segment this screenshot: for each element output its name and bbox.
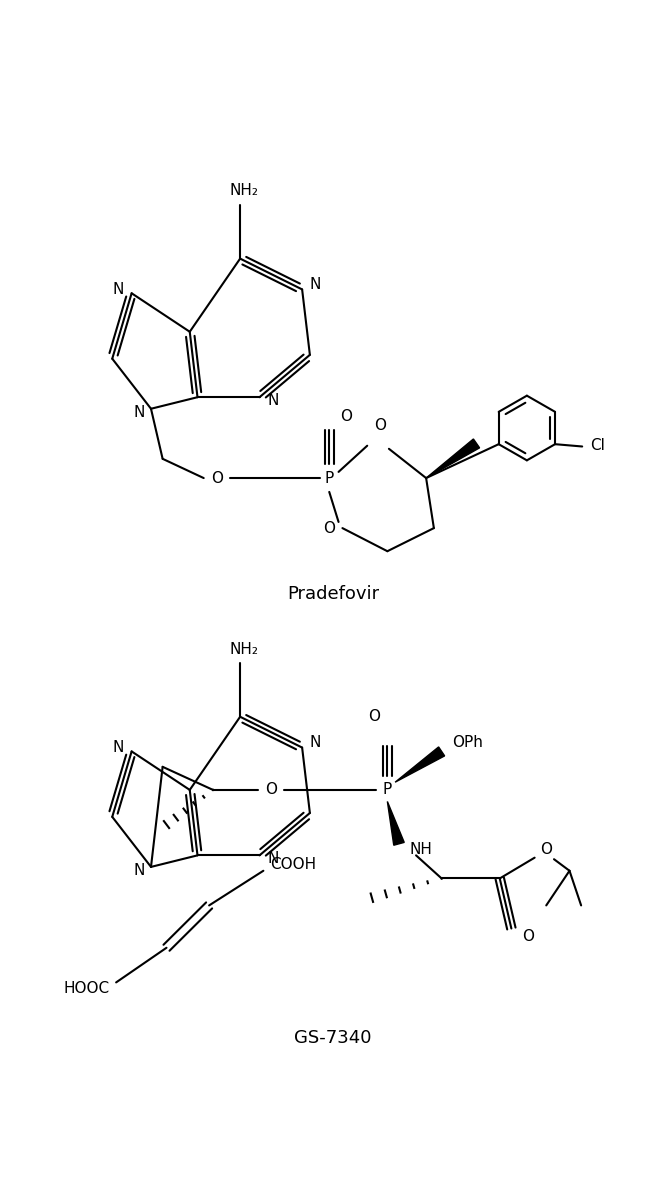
Text: NH₂: NH₂	[229, 641, 259, 657]
Text: O: O	[323, 520, 335, 536]
Polygon shape	[426, 439, 480, 478]
Text: N: N	[134, 405, 145, 420]
Text: O: O	[211, 470, 223, 486]
Text: Cl: Cl	[590, 438, 605, 453]
Text: P: P	[324, 470, 334, 486]
Text: NH₂: NH₂	[229, 183, 259, 198]
Text: HOOC: HOOC	[64, 981, 110, 996]
Text: COOH: COOH	[270, 857, 316, 872]
Text: P: P	[383, 783, 392, 797]
Text: O: O	[368, 710, 380, 724]
Text: N: N	[309, 277, 321, 291]
Text: NH: NH	[410, 843, 432, 857]
Text: Pradefovir: Pradefovir	[287, 585, 379, 603]
Text: O: O	[341, 409, 352, 424]
Text: N: N	[134, 863, 145, 878]
Polygon shape	[395, 747, 445, 782]
Text: N: N	[309, 735, 321, 749]
Text: O: O	[540, 843, 552, 857]
Text: O: O	[523, 929, 534, 944]
Text: GS-7340: GS-7340	[294, 1029, 372, 1047]
Text: O: O	[265, 783, 277, 797]
Text: N: N	[112, 740, 124, 755]
Text: N: N	[268, 851, 279, 866]
Text: O: O	[374, 418, 386, 433]
Text: N: N	[268, 393, 279, 408]
Text: N: N	[112, 282, 124, 297]
Text: OPh: OPh	[452, 735, 483, 749]
Polygon shape	[387, 801, 404, 845]
